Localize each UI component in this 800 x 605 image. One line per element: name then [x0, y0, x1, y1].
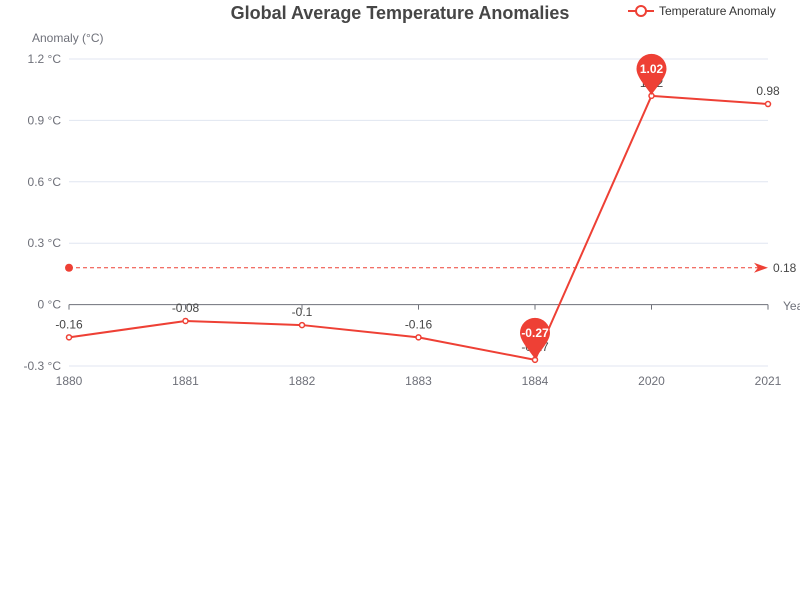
y-tick-label: 1.2 °C	[28, 52, 62, 66]
legend[interactable]: Temperature Anomaly	[628, 4, 776, 18]
x-tick-label: 1882	[289, 374, 316, 388]
x-axis-name: Year	[783, 299, 800, 313]
y-tick-label: 0.3 °C	[28, 236, 62, 250]
x-tick-label: 2021	[755, 374, 782, 388]
mark-points: 1.02 -0.27	[520, 53, 667, 359]
mark-point-label: -0.27	[521, 326, 549, 340]
x-tick-label: 1884	[522, 374, 549, 388]
data-label: -0.16	[405, 317, 433, 331]
y-tick-label: 0.6 °C	[28, 175, 62, 189]
legend-marker-icon	[635, 5, 647, 17]
x-tick-label: 1880	[56, 374, 83, 388]
series-layer	[65, 92, 772, 364]
grid-lines	[69, 58, 768, 367]
legend-label: Temperature Anomaly	[659, 4, 776, 18]
data-label: 0.98	[756, 84, 780, 98]
mark-point-label: 1.02	[640, 62, 664, 76]
x-tick-label: 2020	[638, 374, 665, 388]
data-label: -0.16	[55, 317, 83, 331]
x-tick-label: 1883	[405, 374, 432, 388]
mark-point-pin-icon	[520, 317, 550, 359]
axes: -0.3 °C 0 °C 0.3 °C 0.6 °C 0.9 °C 1.2 °C 1880 1…	[24, 52, 782, 388]
data-label: -0.1	[292, 305, 313, 319]
data-point	[764, 100, 772, 108]
data-point	[298, 321, 306, 329]
average-mark-line: 0.18	[65, 261, 797, 275]
chart-title: Global Average Temperature Anomalies	[231, 3, 570, 23]
y-tick-label: 0 °C	[38, 298, 62, 312]
x-tick-label: 1881	[172, 374, 199, 388]
data-point	[415, 334, 422, 341]
data-labels: -0.16-0.08-0.1-0.16-0.271.020.98	[55, 76, 780, 354]
y-axis-name: Anomaly (°C)	[32, 31, 103, 45]
average-line-label: 0.18	[773, 261, 797, 275]
average-line-arrow-icon	[754, 262, 768, 273]
mark-point-pin-icon	[636, 53, 667, 95]
data-point	[65, 334, 73, 341]
y-tick-label: 0.9 °C	[28, 113, 62, 127]
data-point	[182, 317, 189, 325]
data-label: -0.08	[172, 301, 200, 315]
y-tick-label: -0.3 °C	[24, 359, 62, 373]
